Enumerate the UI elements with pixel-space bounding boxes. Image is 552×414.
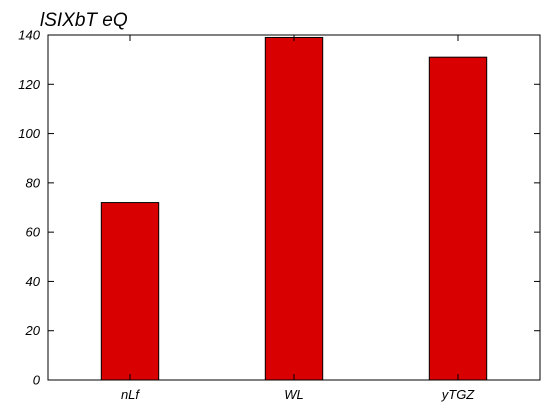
y-tick-label: 80 — [26, 175, 41, 190]
y-tick-label: 120 — [18, 77, 40, 92]
y-tick-label: 100 — [18, 126, 40, 141]
bar-nLf — [100, 202, 160, 381]
x-tick-label: yTGZ — [441, 387, 476, 402]
bar-yTGZ — [428, 56, 488, 381]
x-tick-label: WL — [284, 387, 304, 402]
x-tick-label: nLf — [121, 387, 140, 402]
y-tick-label: 40 — [26, 274, 41, 289]
y-tick-label: 20 — [25, 323, 41, 338]
y-tick-label: 60 — [26, 225, 41, 240]
y-tick-label: 0 — [33, 373, 41, 388]
y-tick-label: 140 — [18, 28, 40, 43]
plot-area: 0 20 40 60 80 100 120 140 nLf WL yTGZ — [18, 28, 541, 402]
bar-WL — [264, 36, 324, 381]
chart-title: lSIXbT eQ — [40, 10, 128, 31]
